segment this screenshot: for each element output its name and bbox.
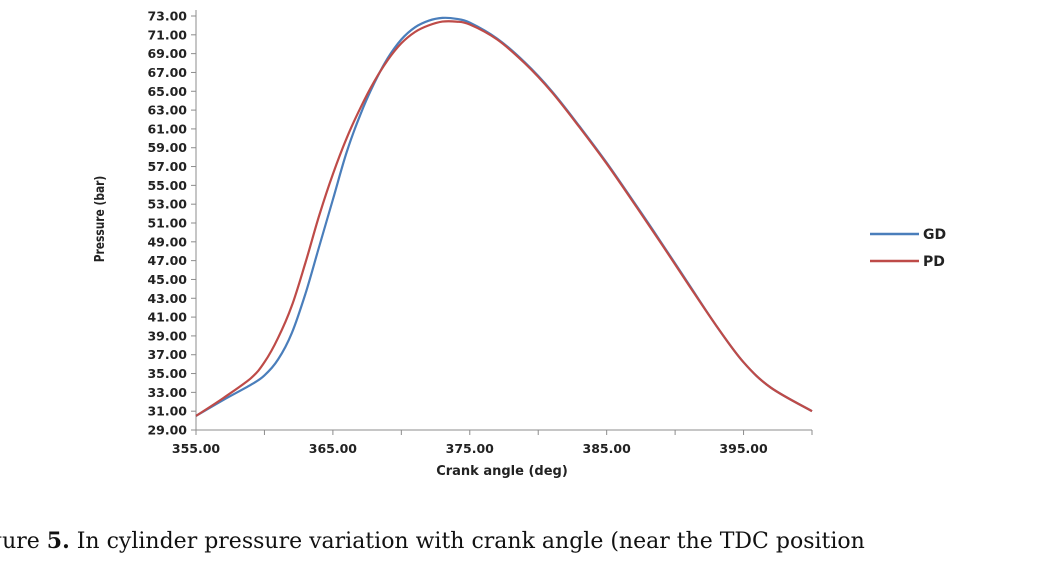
y-tick-label: 35.00	[147, 366, 187, 381]
y-tick-label: 73.00	[147, 9, 187, 24]
series-line-pd	[195, 20, 813, 417]
caption-prefix: gure	[0, 529, 40, 554]
y-tick-label: 63.00	[147, 103, 187, 118]
y-tick-label: 53.00	[147, 197, 187, 212]
x-tick-label: 375.00	[446, 441, 495, 456]
chart-legend: GD PD	[870, 227, 946, 270]
y-tick-label: 45.00	[147, 272, 187, 287]
caption-text: In cylinder pressure variation with cran…	[69, 529, 865, 554]
y-tick-label: 33.00	[147, 385, 187, 400]
y-axis-title: Pressure (bar)	[92, 176, 107, 263]
y-tick-label: 41.00	[147, 310, 187, 325]
y-tick-label: 59.00	[147, 140, 187, 155]
x-axis-ticks: 355.00 365.00 375.00 385.00 395.00	[172, 430, 813, 456]
y-tick-label: 69.00	[147, 46, 187, 61]
legend-label-gd: GD	[923, 227, 946, 243]
y-axis-ticks: 29.00 31.00 33.00 35.00 37.00 39.00 41.00 43.00…	[147, 9, 196, 438]
x-axis-title: Crank angle (deg)	[436, 464, 568, 479]
x-tick-label: 365.00	[309, 441, 358, 456]
y-tick-label: 57.00	[147, 159, 187, 174]
y-tick-label: 67.00	[147, 65, 187, 80]
pressure-chart: 29.00 31.00 33.00 35.00 37.00 39.00 41.00 43.00…	[92, 9, 946, 480]
y-tick-label: 51.00	[147, 216, 187, 231]
x-tick-label: 395.00	[719, 441, 768, 456]
y-tick-label: 31.00	[147, 404, 187, 419]
legend-label-pd: PD	[923, 254, 945, 270]
chart-axes	[195, 10, 812, 431]
caption-figure-number: 5.	[46, 528, 70, 554]
y-tick-label: 55.00	[147, 178, 187, 193]
series-line-gd	[195, 16, 813, 417]
y-tick-label: 49.00	[147, 234, 187, 249]
y-tick-label: 61.00	[147, 121, 187, 136]
x-tick-label: 385.00	[583, 441, 632, 456]
y-tick-label: 39.00	[147, 328, 187, 343]
y-tick-label: 47.00	[147, 253, 187, 268]
y-tick-label: 29.00	[147, 423, 187, 438]
y-tick-label: 43.00	[147, 291, 187, 306]
y-tick-label: 71.00	[147, 27, 187, 42]
y-tick-label: 37.00	[147, 347, 187, 362]
x-tick-label: 355.00	[172, 441, 221, 456]
chart-series	[195, 16, 813, 417]
y-tick-label: 65.00	[147, 84, 187, 99]
figure-caption: gure 5. In cylinder pressure variation w…	[0, 528, 1038, 554]
